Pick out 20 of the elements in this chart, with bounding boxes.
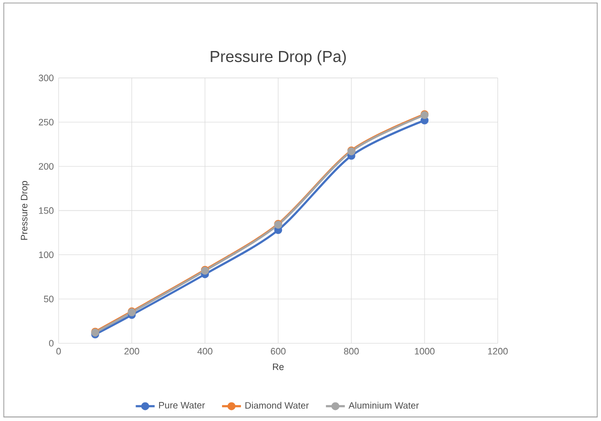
x-tick-label: 1000 [414,348,435,355]
legend-label: Pure Water [159,402,205,409]
x-tick-label: 200 [124,348,140,355]
legend-label: Aluminium Water [348,402,419,409]
y-axis-title: Pressure Drop [20,181,30,240]
x-tick-label: 800 [344,348,359,355]
x-axis-title: Re [272,364,284,370]
x-tick-label: 1200 [488,348,508,355]
chart-title: Pressure Drop (Pa) [210,50,346,66]
x-tick-label: 0 [56,348,61,355]
legend-label: Diamond Water [245,402,309,409]
y-tick-label: 100 [39,252,54,258]
y-tick-label: 300 [38,74,54,82]
y-tick-label: 150 [39,207,54,214]
y-tick-label: 200 [38,163,54,170]
y-tick-label: 0 [49,340,54,347]
y-tick-label: 250 [38,119,54,126]
x-tick-label: 400 [197,348,212,355]
y-tick-label: 50 [44,296,54,302]
x-tick-label: 600 [270,348,286,355]
